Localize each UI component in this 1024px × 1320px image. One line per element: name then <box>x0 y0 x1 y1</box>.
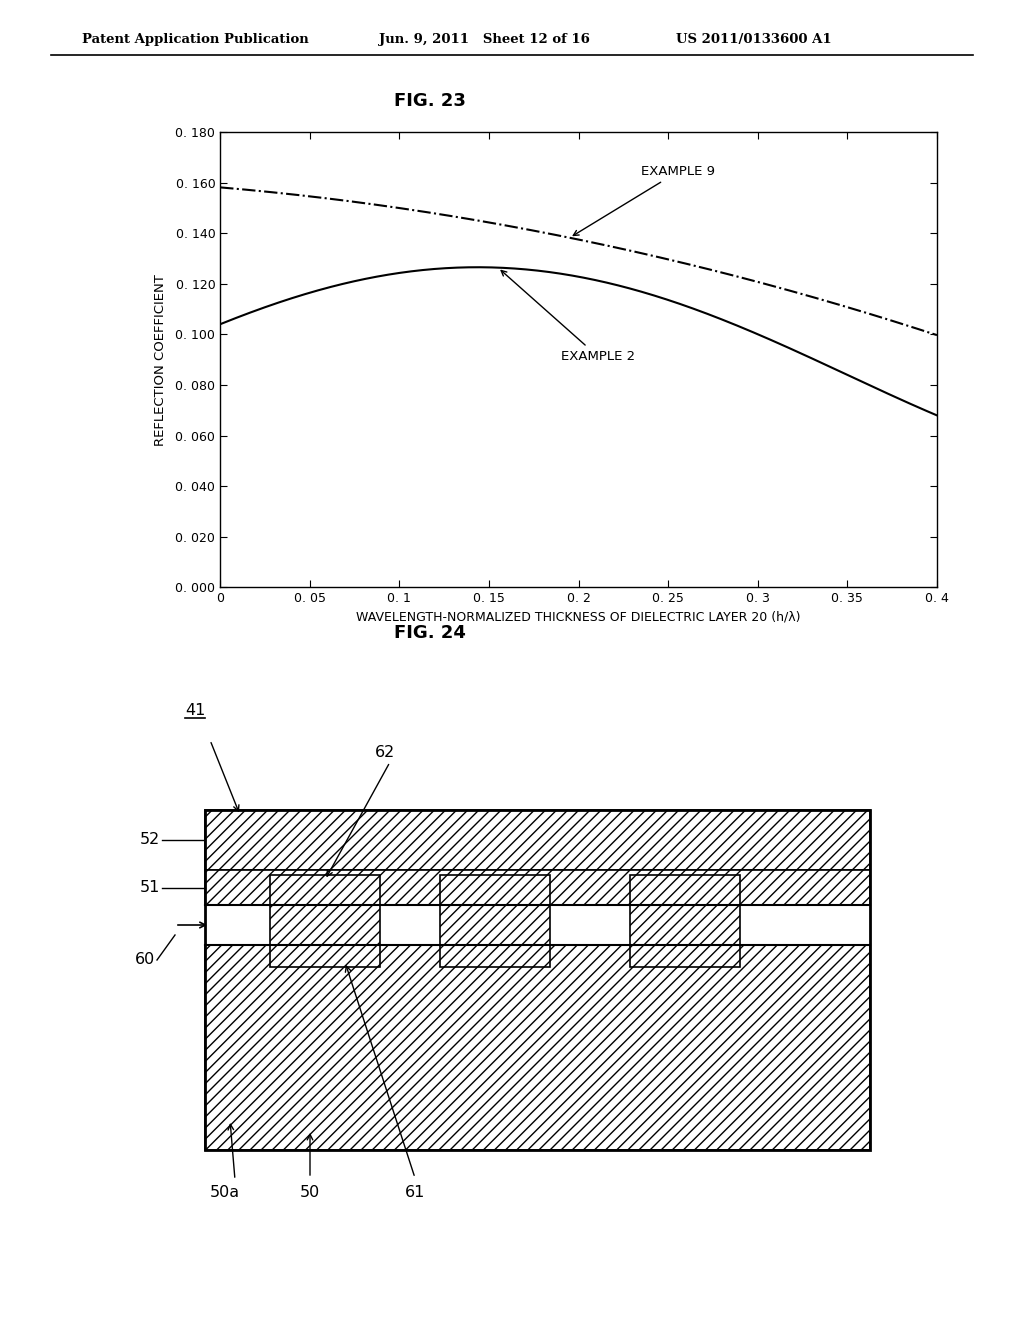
Text: EXAMPLE 9: EXAMPLE 9 <box>573 165 716 235</box>
Bar <box>205 810 870 870</box>
Bar <box>205 906 870 945</box>
Text: 52: 52 <box>139 833 160 847</box>
Bar <box>440 875 550 968</box>
Bar <box>205 945 870 1150</box>
X-axis label: WAVELENGTH-NORMALIZED THICKNESS OF DIELECTRIC LAYER 20 (h/λ): WAVELENGTH-NORMALIZED THICKNESS OF DIELE… <box>356 611 801 624</box>
Text: FIG. 24: FIG. 24 <box>394 624 466 643</box>
Text: 62: 62 <box>375 744 395 760</box>
Text: 51: 51 <box>139 880 160 895</box>
Text: FIG. 23: FIG. 23 <box>394 92 466 111</box>
Bar <box>630 875 740 968</box>
Text: 41: 41 <box>185 704 206 718</box>
Bar <box>270 875 380 968</box>
Bar <box>205 870 870 906</box>
Text: 50a: 50a <box>210 1185 240 1200</box>
Text: 60: 60 <box>135 953 155 968</box>
Text: Jun. 9, 2011   Sheet 12 of 16: Jun. 9, 2011 Sheet 12 of 16 <box>379 33 590 46</box>
Text: 50: 50 <box>300 1185 321 1200</box>
Text: EXAMPLE 2: EXAMPLE 2 <box>501 271 635 363</box>
Y-axis label: REFLECTION COEFFICIENT: REFLECTION COEFFICIENT <box>154 273 167 446</box>
Text: Patent Application Publication: Patent Application Publication <box>82 33 308 46</box>
Text: 61: 61 <box>404 1185 425 1200</box>
Bar <box>205 810 870 1150</box>
Text: US 2011/0133600 A1: US 2011/0133600 A1 <box>676 33 831 46</box>
